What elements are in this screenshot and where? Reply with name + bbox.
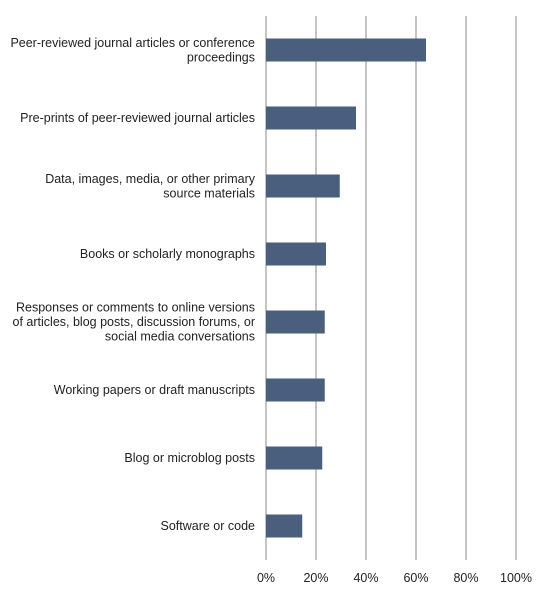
bar-3 [266,242,326,266]
category-label-3: Books or scholarly monographs [80,247,255,261]
bar-2 [266,174,340,198]
category-label-line: Pre-prints of peer-reviewed journal arti… [20,111,255,125]
x-tick-label-40: 40% [353,571,378,585]
x-tick-label-60: 60% [403,571,428,585]
category-label-line: source materials [163,186,255,200]
category-label-7: Software or code [161,519,256,533]
category-label-line: Data, images, media, or other primary [45,172,256,186]
x-tick-label-80: 80% [453,571,478,585]
category-label-line: Peer-reviewed journal articles or confer… [10,36,255,50]
bar-7 [266,514,303,538]
category-label-line: Working papers or draft manuscripts [54,383,255,397]
category-label-line: Software or code [161,519,256,533]
category-label-0: Peer-reviewed journal articles or confer… [10,36,255,65]
category-label-2: Data, images, media, or other primary sou… [45,172,256,201]
bar-5 [266,378,325,402]
category-label-line: Books or scholarly monographs [80,247,255,261]
bar-1 [266,106,356,130]
category-label-line: of articles, blog posts, discussion foru… [13,315,255,329]
x-tick-label-20: 20% [303,571,328,585]
category-label-line: proceedings [187,50,255,64]
bar-0 [266,38,426,62]
category-label-line: Blog or microblog posts [124,451,255,465]
bar-6 [266,446,323,470]
category-label-line: Responses or comments to online versions [16,301,255,315]
bar-4 [266,310,325,334]
x-tick-label-0: 0% [257,571,275,585]
category-label-6: Blog or microblog posts [124,451,255,465]
category-label-line: social media conversations [105,330,255,344]
category-label-1: Pre-prints of peer-reviewed journal arti… [20,111,255,125]
category-label-4: Responses or comments to online versions… [13,301,255,344]
category-label-5: Working papers or draft manuscripts [54,383,255,397]
x-tick-label-100: 100% [500,571,532,585]
